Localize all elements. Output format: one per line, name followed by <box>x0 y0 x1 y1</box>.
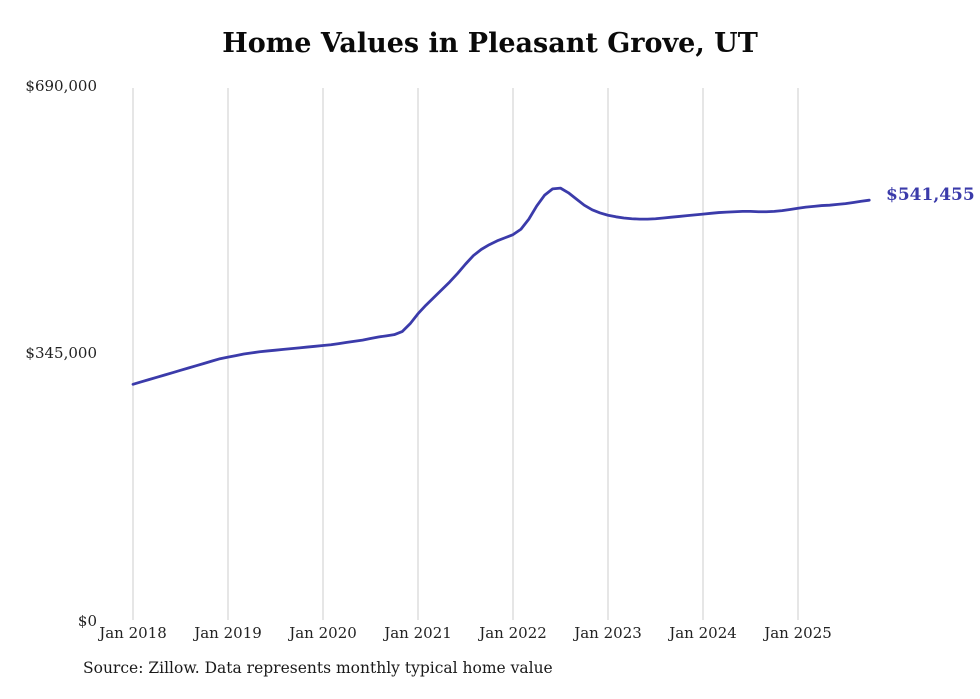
x-axis-tick-label: Jan 2021 <box>384 624 452 642</box>
x-axis-tick-label: Jan 2024 <box>669 624 737 642</box>
home-value-series-line <box>131 186 871 386</box>
x-axis-tick-label: Jan 2019 <box>194 624 262 642</box>
y-axis-tick-label: $690,000 <box>25 77 97 95</box>
y-axis-tick-label: $0 <box>77 612 97 630</box>
x-axis-tick-label: Jan 2022 <box>479 624 547 642</box>
latest-value-label: $541,455 <box>886 185 975 205</box>
y-axis-tick-label: $345,000 <box>25 344 97 362</box>
source-note: Source: Zillow. Data represents monthly … <box>83 659 553 677</box>
x-axis-tick-label: Jan 2020 <box>289 624 357 642</box>
chart-title: Home Values in Pleasant Grove, UT <box>222 28 758 59</box>
x-axis-tick-label: Jan 2025 <box>764 624 832 642</box>
x-axis-tick-label: Jan 2018 <box>99 624 167 642</box>
x-axis-tick-label: Jan 2023 <box>574 624 642 642</box>
